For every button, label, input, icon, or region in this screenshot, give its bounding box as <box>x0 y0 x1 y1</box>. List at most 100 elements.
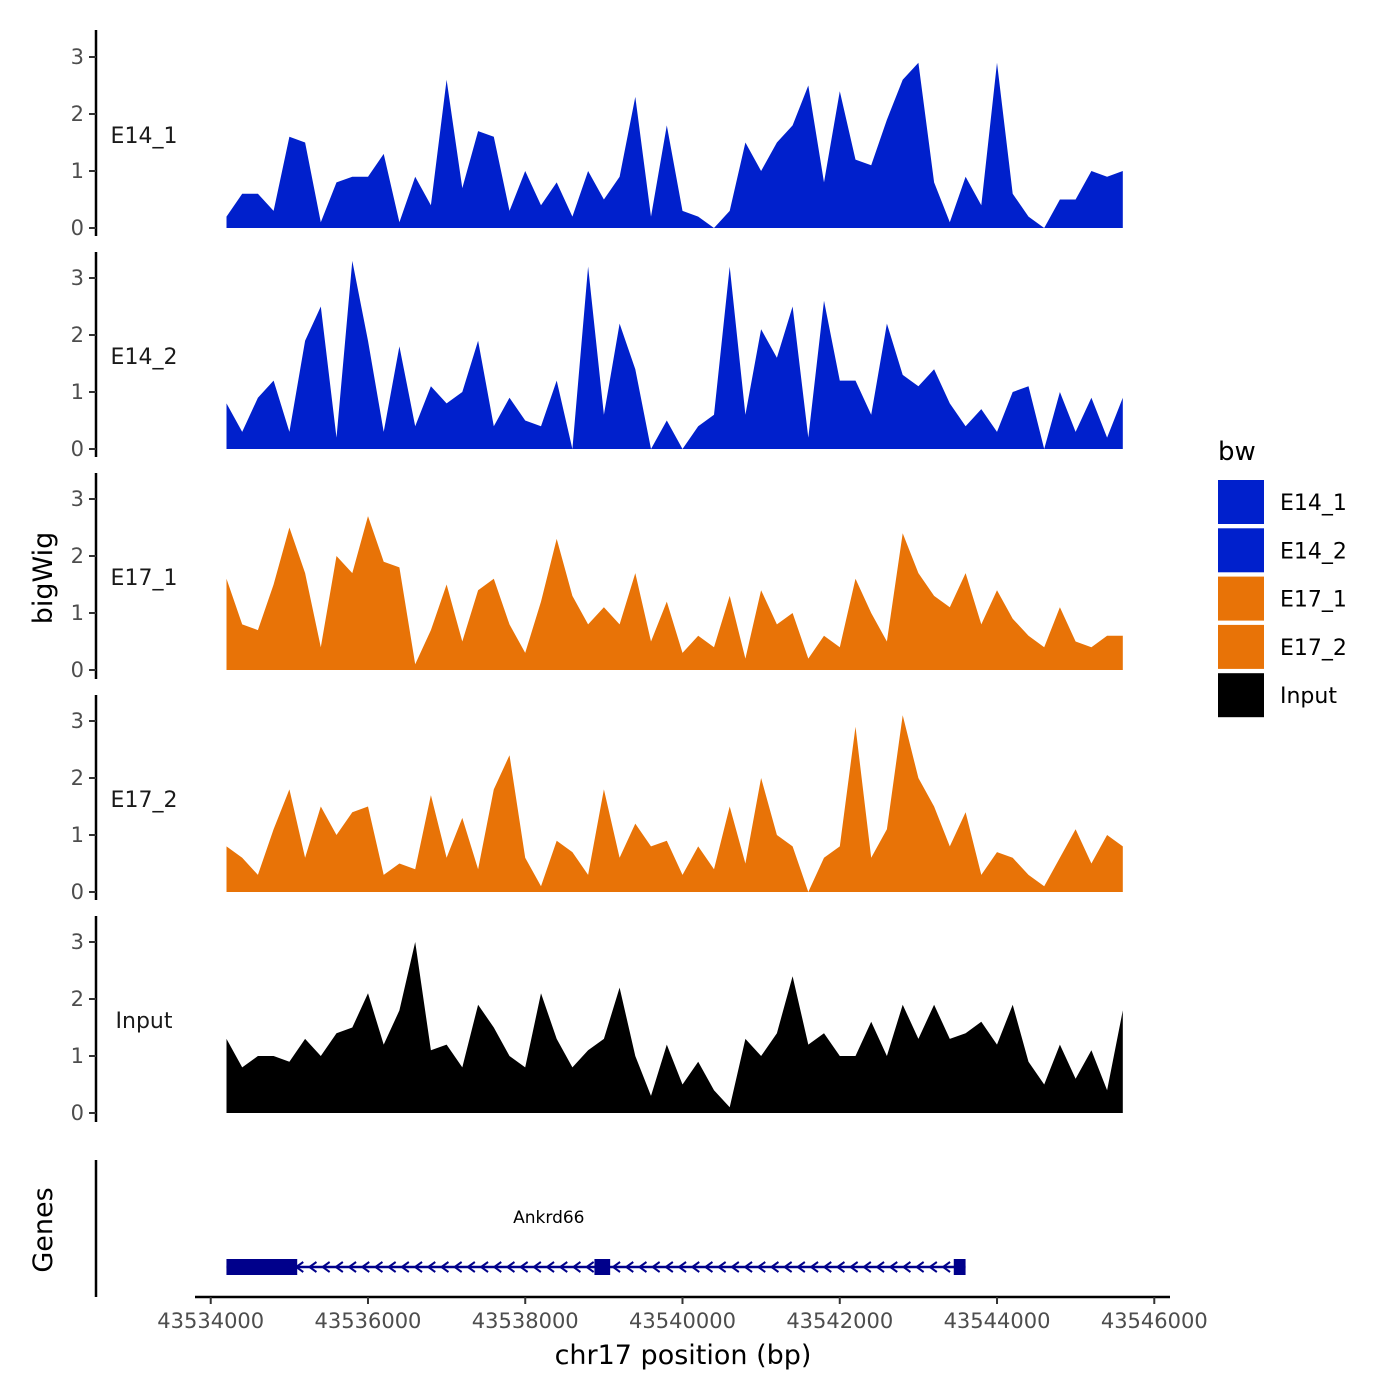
legend: bw E14_1 E14_2 E17_1 E17_2 Input <box>1218 437 1347 718</box>
strand-arrow <box>782 1261 793 1273</box>
y-tick-label: 2 <box>71 102 84 126</box>
gene-exon <box>226 1259 298 1275</box>
legend-label: E14_1 <box>1280 491 1347 516</box>
strand-arrow <box>505 1261 516 1273</box>
strand-arrow <box>347 1261 357 1273</box>
strand-arrow <box>452 1261 463 1273</box>
strand-arrow <box>532 1261 542 1273</box>
x-tick-label: 43546000 <box>1101 1309 1208 1333</box>
strand-arrow <box>571 1261 582 1273</box>
genes-panel: Genes Ankrd66 <box>28 1160 966 1297</box>
track-e17-1: 0 1 2 3 E17_1 <box>71 473 1123 682</box>
strand-arrow <box>677 1261 687 1273</box>
strand-arrow <box>545 1261 555 1273</box>
x-axis: 43534000 43536000 43538000 43540000 43542000… <box>157 1295 1208 1371</box>
strand-arrow <box>901 1261 912 1273</box>
strand-arrow <box>941 1261 951 1273</box>
strand-arrow <box>479 1261 489 1273</box>
x-tick-label: 43538000 <box>472 1309 579 1333</box>
legend-swatch <box>1218 480 1264 524</box>
strand-arrow <box>307 1261 318 1273</box>
y-tick-label: 1 <box>71 601 84 625</box>
strand-arrow <box>756 1261 766 1273</box>
x-tick-label: 43542000 <box>786 1309 893 1333</box>
legend-title: bw <box>1218 437 1256 467</box>
strand-arrow <box>637 1261 648 1273</box>
strand-arrow <box>703 1261 714 1273</box>
y-tick-label: 0 <box>71 437 84 461</box>
strand-arrow <box>848 1261 859 1273</box>
strand-arrow <box>439 1261 450 1273</box>
legend-swatch <box>1218 528 1264 573</box>
strand-arrow <box>822 1261 832 1273</box>
y-tick-label: 0 <box>71 880 84 904</box>
strand-arrow <box>624 1261 634 1273</box>
x-tick-label: 43540000 <box>629 1309 736 1333</box>
y-axis-title: bigWig <box>28 532 59 625</box>
gene-exon <box>953 1259 966 1275</box>
track-input: 0 1 2 3 Input <box>71 916 1123 1125</box>
y-tick-label: 3 <box>71 487 84 511</box>
y-tick-label: 1 <box>71 380 84 404</box>
y-tick-label: 3 <box>71 45 84 69</box>
y-tick-label: 2 <box>71 987 84 1011</box>
y-tick-label: 2 <box>71 544 84 568</box>
coverage-area <box>226 516 1123 670</box>
coverage-area <box>226 260 1123 449</box>
y-tick-label: 0 <box>71 216 84 240</box>
track-label: E14_1 <box>111 124 178 149</box>
legend-label: Input <box>1280 684 1337 709</box>
y-tick-label: 0 <box>71 1101 84 1125</box>
strand-arrow <box>360 1261 370 1273</box>
strand-arrow <box>386 1261 397 1273</box>
x-tick-label: 43544000 <box>944 1309 1051 1333</box>
strand-arrow <box>769 1261 780 1273</box>
strand-arrow <box>426 1261 436 1273</box>
y-tick-label: 2 <box>71 766 84 790</box>
strand-arrow <box>334 1261 344 1273</box>
y-tick-label: 2 <box>71 323 84 347</box>
y-tick-label: 3 <box>71 930 84 954</box>
strand-arrow <box>914 1261 925 1273</box>
track-e14-2: 0 1 2 3 E14_2 <box>71 252 1123 461</box>
coverage-area <box>226 715 1123 892</box>
strand-arrow <box>320 1261 331 1273</box>
strand-arrow <box>611 1261 621 1273</box>
strand-arrow <box>888 1261 898 1273</box>
strand-arrow <box>730 1261 740 1273</box>
coverage-area <box>226 942 1123 1113</box>
y-tick-label: 1 <box>71 823 84 847</box>
strand-arrow <box>862 1261 872 1273</box>
strand-arrow <box>518 1261 529 1273</box>
strand-arrow <box>373 1261 384 1273</box>
y-tick-label: 3 <box>71 266 84 290</box>
legend-label: E17_1 <box>1280 588 1347 613</box>
gene-label: Ankrd66 <box>513 1208 584 1228</box>
strand-arrow <box>809 1261 819 1273</box>
track-label: E14_2 <box>111 345 178 370</box>
track-label: E17_1 <box>111 566 178 591</box>
strand-arrow <box>796 1261 806 1273</box>
track-e17-2: 0 1 2 3 E17_2 <box>71 695 1123 904</box>
y-tick-label: 1 <box>71 1044 84 1068</box>
legend-swatch <box>1218 576 1264 621</box>
strand-arrow <box>716 1261 727 1273</box>
legend-label: E14_2 <box>1280 539 1347 564</box>
strand-arrow <box>835 1261 846 1273</box>
strand-arrow <box>466 1261 476 1273</box>
gene-exon <box>594 1259 611 1275</box>
legend-swatch <box>1218 624 1264 669</box>
strand-arrow <box>650 1261 661 1273</box>
track-e14-1: 0 1 2 3 E14_1 <box>71 30 1123 240</box>
track-label: Input <box>116 1009 173 1034</box>
strand-arrow <box>743 1261 753 1273</box>
x-tick-label: 43536000 <box>315 1309 422 1333</box>
y-tick-label: 0 <box>71 658 84 682</box>
strand-arrow <box>664 1261 674 1273</box>
strand-arrow <box>690 1261 700 1273</box>
gene-model: Ankrd66 <box>226 1208 966 1275</box>
coverage-area <box>226 62 1123 229</box>
track-label: E17_2 <box>111 788 178 813</box>
